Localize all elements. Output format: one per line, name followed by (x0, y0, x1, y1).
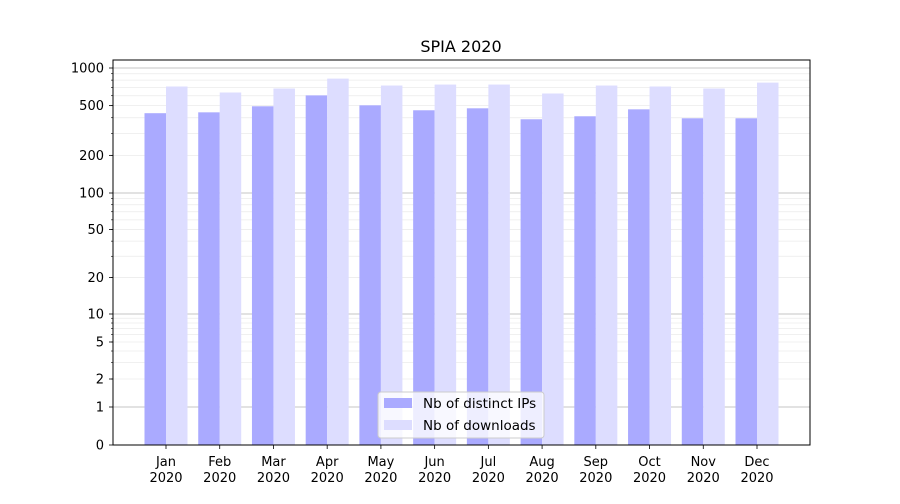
bar-distinct-ips-jun (413, 110, 435, 446)
x-tick-label-year: 2020 (257, 471, 290, 486)
y-tick-label: 200 (79, 149, 104, 164)
x-tick-label-month: Mar (261, 455, 286, 470)
bar-downloads-apr (327, 78, 349, 445)
x-tick-label-year: 2020 (579, 471, 612, 486)
bar-downloads-nov (703, 88, 725, 445)
x-tick-label-year: 2020 (418, 471, 451, 486)
bar-distinct-ips-jan (144, 113, 166, 445)
legend-label-downloads: Nb of downloads (423, 418, 536, 434)
bar-downloads-mar (273, 88, 295, 445)
y-tick-label: 10 (87, 308, 104, 323)
bar-downloads-may (380, 85, 403, 445)
bar-downloads-aug (542, 93, 564, 445)
x-tick-label-month: Feb (208, 455, 231, 470)
bar-distinct-ips-feb (198, 112, 220, 446)
y-tick-label: 1 (96, 401, 104, 416)
bar-downloads-dec (757, 82, 779, 445)
x-tick-label-year: 2020 (364, 471, 397, 486)
bar-downloads-jul (488, 84, 510, 446)
bar-downloads-oct (649, 86, 672, 445)
bar-downloads-jan (166, 86, 188, 445)
legend-box (377, 391, 545, 439)
bar-distinct-ips-nov (681, 118, 704, 446)
legend: Nb of distinct IPs Nb of downloads (377, 391, 545, 439)
x-tick-label-month: Nov (691, 455, 717, 470)
bar-distinct-ips-may (359, 105, 381, 445)
x-tick-label-year: 2020 (149, 471, 182, 486)
x-tick-label-month: Jun (423, 455, 444, 470)
bar-downloads-jun (434, 84, 457, 446)
x-tick-label-year: 2020 (203, 471, 236, 486)
y-tick-label: 0 (96, 439, 104, 454)
x-tick-label-year: 2020 (687, 471, 720, 486)
x-axis: Jan2020Feb2020Mar2020Apr2020May2020Jun20… (149, 445, 774, 486)
bar-distinct-ips-aug (520, 119, 543, 446)
y-tick-label: 1000 (71, 62, 104, 77)
bar-distinct-ips-mar (251, 106, 274, 446)
y-tick-label: 100 (79, 187, 104, 202)
legend-label-distinct-ips: Nb of distinct IPs (423, 396, 536, 412)
y-tick-label: 500 (79, 99, 104, 114)
x-tick-label-month: Dec (744, 455, 769, 470)
y-axis: 0 1 2 5 10 20 50 100 200 500 1000 (71, 62, 113, 454)
bar-distinct-ips-sep (574, 116, 596, 445)
x-tick-label-year: 2020 (311, 471, 344, 486)
y-tick-label: 20 (87, 271, 104, 286)
legend-swatch-distinct-ips (384, 398, 412, 408)
y-tick-label: 5 (96, 335, 104, 350)
plot-frame (112, 59, 811, 446)
x-tick-label-year: 2020 (526, 471, 559, 486)
x-tick-label-month: Sep (584, 455, 609, 470)
x-tick-label-month: Oct (638, 455, 660, 470)
x-tick-label-month: Aug (529, 455, 554, 470)
legend-swatch-downloads (384, 420, 412, 430)
x-tick-label-month: Apr (316, 455, 339, 470)
bar-downloads-feb (219, 92, 242, 445)
x-tick-label-month: Jul (480, 455, 497, 470)
x-tick-label-year: 2020 (633, 471, 666, 486)
bar-distinct-ips-apr (305, 95, 328, 445)
x-tick-label-year: 2020 (740, 471, 773, 486)
bar-distinct-ips-oct (628, 109, 650, 445)
y-tick-label: 2 (96, 373, 104, 388)
x-tick-label-month: Jan (155, 455, 176, 470)
y-tick-label: 50 (87, 223, 104, 238)
x-tick-label-month: May (367, 455, 394, 470)
chart-title: SPIA 2020 (420, 37, 501, 56)
bar-distinct-ips-jul (466, 108, 489, 445)
x-tick-label-year: 2020 (472, 471, 505, 486)
bars (144, 78, 779, 446)
bar-downloads-sep (595, 85, 618, 445)
bar-distinct-ips-dec (735, 118, 757, 446)
